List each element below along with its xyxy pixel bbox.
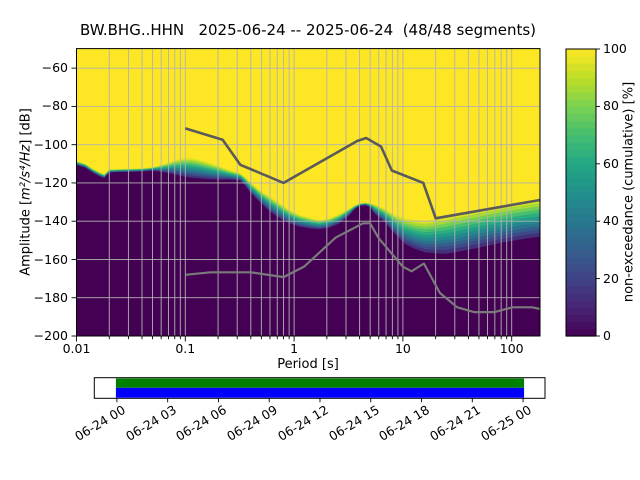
colorbar-gradient-step	[566, 106, 596, 115]
x-tick-label: 100	[499, 341, 524, 356]
x-axis-label: Period [s]	[277, 357, 339, 372]
colorbar-gradient-step	[566, 77, 596, 86]
colorbar-gradient-step	[566, 292, 596, 301]
colorbar-gradient-step	[566, 242, 596, 251]
colorbar-gradient-step	[566, 135, 596, 143]
colorbar-gradient-step	[566, 84, 596, 93]
y-tick-label: −100	[33, 136, 68, 152]
x-tick-label: 10	[394, 341, 411, 356]
colorbar-gradient-step	[566, 199, 596, 208]
y-tick-label: −180	[33, 289, 68, 305]
y-tick-label: −140	[33, 213, 68, 229]
colorbar-gradient-step	[566, 113, 596, 122]
colorbar-gradient-step	[566, 70, 596, 79]
y-tick-label: −160	[33, 251, 68, 267]
ppsd-band	[76, 165, 540, 336]
colorbar-tick-label: 20	[603, 270, 619, 286]
nhnm-noise-model-line	[184, 127, 541, 220]
colorbar-gradient-step	[566, 120, 596, 129]
colorbar-gradient-step	[566, 156, 596, 165]
colorbar-gradient-step	[566, 221, 596, 229]
colorbar-gradient-step	[566, 271, 596, 280]
colorbar-gradient-step	[566, 127, 596, 136]
colorbar-gradient-step	[566, 285, 596, 294]
y-axis-label-units: m²/s⁴/Hz	[18, 144, 34, 200]
colorbar-gradient-step	[566, 142, 596, 151]
colorbar-gradient-step	[566, 63, 596, 72]
colorbar-gradient-step	[566, 170, 596, 179]
colorbar-gradient-step	[566, 249, 596, 258]
colorbar-tick-label: 80	[603, 98, 619, 114]
y-tick-label: −60	[41, 60, 68, 76]
colorbar-gradient-step	[566, 163, 596, 172]
colorbar-gradient-step	[566, 149, 596, 158]
colorbar-gradient-step	[566, 192, 596, 201]
y-tick-label: −200	[33, 328, 68, 343]
colorbar-frame	[565, 48, 597, 337]
colorbar-gradient-step	[566, 278, 596, 287]
colorbar-gradient-step	[566, 235, 596, 244]
colorbar-tick-label: 0	[603, 328, 611, 343]
x-tick-label: 0.01	[62, 341, 91, 356]
y-tick-label: −120	[33, 174, 68, 190]
x-tick-label: 0.1	[175, 341, 196, 356]
y-tick-label: −80	[41, 98, 68, 114]
colorbar-gradient-step	[566, 314, 596, 323]
x-tick-label: 1	[290, 341, 299, 356]
coverage-bar-used	[115, 387, 525, 398]
colorbar-label: non-exceedance (cumulative) [%]	[621, 81, 637, 303]
plot-title: BW.BHG..HHN 2025-06-24 -- 2025-06-24 (48…	[80, 21, 536, 39]
axes-frame	[76, 48, 541, 337]
colorbar-gradient-step	[566, 257, 596, 265]
colorbar-gradient-step	[566, 300, 596, 308]
colorbar-gradient-step	[566, 228, 596, 237]
colorbar-gradient-step	[566, 206, 596, 215]
colorbar-gradient-step	[566, 264, 596, 273]
colorbar-gradient-step	[566, 49, 596, 57]
colorbar-gradient-step	[566, 307, 596, 316]
colorbar-gradient-step	[566, 99, 596, 107]
colorbar-gradient-step	[566, 328, 596, 337]
colorbar-gradient-step	[566, 56, 596, 64]
colorbar-gradient-step	[566, 214, 596, 222]
colorbar-tick-label: 100	[603, 41, 627, 56]
colorbar-tick-label: 40	[603, 213, 619, 229]
colorbar-tick-label: 60	[603, 155, 619, 171]
coverage-bar-data	[115, 378, 525, 388]
colorbar-gradient-step	[566, 185, 596, 194]
colorbar-gradient-step	[566, 92, 596, 100]
nlnm-noise-model-line	[185, 222, 541, 314]
colorbar-gradient-step	[566, 321, 596, 330]
colorbar-gradient-step	[566, 178, 596, 186]
